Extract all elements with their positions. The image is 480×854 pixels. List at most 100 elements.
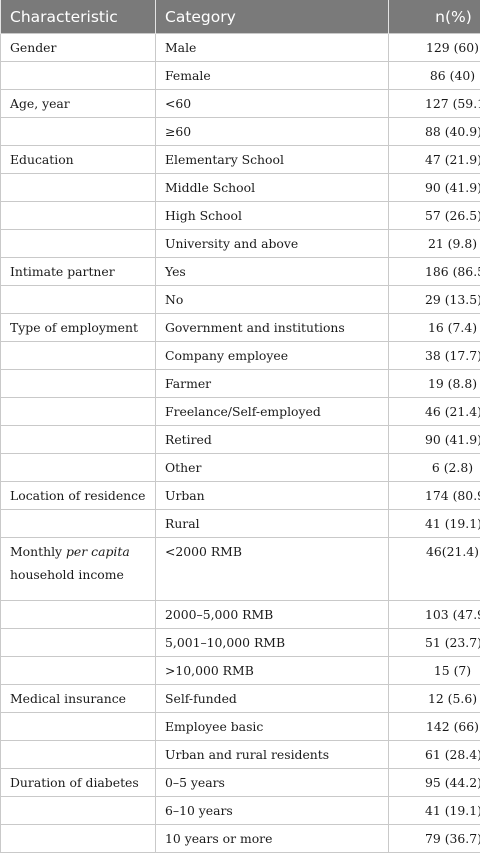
table-row: Education Elementary School 47 (21.9) [0, 145, 480, 174]
characteristic-cell [0, 341, 156, 370]
table-row: Duration of diabetes 0–5 years 95 (44.2) [0, 768, 480, 797]
characteristic-cell [0, 509, 156, 538]
table-row: Company employee 38 (17.7) [0, 341, 480, 370]
characteristic-cell: Type of employment [0, 313, 156, 342]
table-row: Location of residence Urban 174 (80.9) [0, 481, 480, 510]
characteristic-cell: Location of residence [0, 481, 156, 510]
category-cell: Elementary School [155, 145, 389, 174]
table-row: High School 57 (26.5) [0, 201, 480, 230]
value-cell: 16 (7.4) [388, 313, 480, 342]
category-cell: Retired [155, 425, 389, 454]
table-row: 10 years or more 79 (36.7) [0, 824, 480, 853]
characteristic-cell [0, 397, 156, 426]
table-row: Medical insurance Self-funded 12 (5.6) [0, 684, 480, 713]
header-category: Category [155, 0, 389, 34]
category-cell: 0–5 years [155, 768, 389, 797]
characteristic-text-post: household income [10, 567, 124, 582]
value-cell: 95 (44.2) [388, 768, 480, 797]
table-row: Middle School 90 (41.9) [0, 173, 480, 202]
category-cell: 2000–5,000 RMB [155, 600, 389, 629]
table-row: Retired 90 (41.9) [0, 425, 480, 454]
value-cell: 90 (41.9) [388, 173, 480, 202]
characteristic-cell: Age, year [0, 89, 156, 118]
characteristic-cell [0, 425, 156, 454]
category-cell: 6–10 years [155, 796, 389, 825]
characteristic-cell [0, 824, 156, 853]
table-row: Age, year <60 127 (59.1) [0, 89, 480, 118]
value-cell: 51 (23.7) [388, 628, 480, 657]
value-cell: 142 (66) [388, 712, 480, 741]
category-cell: Farmer [155, 369, 389, 398]
value-cell: 86 (40) [388, 61, 480, 90]
category-cell: 5,001–10,000 RMB [155, 628, 389, 657]
value-cell: 41 (19.1) [388, 796, 480, 825]
category-cell: Other [155, 453, 389, 482]
category-cell: <60 [155, 89, 389, 118]
characteristic-cell: Monthly per capita household income [0, 537, 156, 601]
category-cell: Urban and rural residents [155, 740, 389, 769]
category-cell: High School [155, 201, 389, 230]
table-row: >10,000 RMB 15 (7) [0, 656, 480, 685]
table-row: Female 86 (40) [0, 61, 480, 90]
table-row: Farmer 19 (8.8) [0, 369, 480, 398]
table-row: Rural 41 (19.1) [0, 509, 480, 538]
value-cell: 57 (26.5) [388, 201, 480, 230]
category-cell: ≥60 [155, 117, 389, 146]
table-row: ≥60 88 (40.9) [0, 117, 480, 146]
characteristic-cell [0, 285, 156, 314]
category-cell: Female [155, 61, 389, 90]
characteristic-cell [0, 796, 156, 825]
category-cell: University and above [155, 229, 389, 258]
value-cell: 88 (40.9) [388, 117, 480, 146]
characteristic-cell: Gender [0, 33, 156, 62]
category-cell: Freelance/Self-employed [155, 397, 389, 426]
table-row: No 29 (13.5) [0, 285, 480, 314]
table-row: Other 6 (2.8) [0, 453, 480, 482]
characteristic-cell: Medical insurance [0, 684, 156, 713]
value-cell: 46(21.4) [388, 537, 480, 601]
characteristic-cell [0, 173, 156, 202]
category-cell: Male [155, 33, 389, 62]
value-cell: 15 (7) [388, 656, 480, 685]
characteristic-cell [0, 229, 156, 258]
table-row: 6–10 years 41 (19.1) [0, 796, 480, 825]
table-row: Intimate partner Yes 186 (86.5) [0, 257, 480, 286]
value-cell: 41 (19.1) [388, 509, 480, 538]
table-row: Type of employment Government and instit… [0, 313, 480, 342]
category-cell: No [155, 285, 389, 314]
category-cell: >10,000 RMB [155, 656, 389, 685]
table-header: Characteristic Category n(%) [0, 0, 480, 34]
table-row: Urban and rural residents 61 (28.4) [0, 740, 480, 769]
category-cell: Urban [155, 481, 389, 510]
category-cell: Middle School [155, 173, 389, 202]
table-row: 5,001–10,000 RMB 51 (23.7) [0, 628, 480, 657]
value-cell: 186 (86.5) [388, 257, 480, 286]
header-row: Characteristic Category n(%) [0, 0, 480, 34]
characteristic-cell [0, 628, 156, 657]
characteristic-cell [0, 201, 156, 230]
category-cell: Yes [155, 257, 389, 286]
category-cell: Company employee [155, 341, 389, 370]
characteristic-cell [0, 369, 156, 398]
value-cell: 38 (17.7) [388, 341, 480, 370]
category-cell: Rural [155, 509, 389, 538]
header-characteristic: Characteristic [0, 0, 156, 34]
value-cell: 6 (2.8) [388, 453, 480, 482]
table-row: Employee basic 142 (66) [0, 712, 480, 741]
characteristic-cell [0, 117, 156, 146]
value-cell: 174 (80.9) [388, 481, 480, 510]
table-row: Monthly per capita household income <200… [0, 537, 480, 601]
value-cell: 46 (21.4) [388, 397, 480, 426]
value-cell: 21 (9.8) [388, 229, 480, 258]
characteristic-text-italic: per capita [66, 544, 130, 559]
characteristic-cell: Education [0, 145, 156, 174]
value-cell: 79 (36.7) [388, 824, 480, 853]
table-body: Gender Male 129 (60) Female 86 (40) Age,… [0, 33, 480, 853]
characteristic-cell [0, 740, 156, 769]
characteristic-text-pre: Monthly [10, 544, 66, 559]
table-row: Freelance/Self-employed 46 (21.4) [0, 397, 480, 426]
header-n-percent: n(%) [388, 0, 480, 34]
table-row: 2000–5,000 RMB 103 (47.9) [0, 600, 480, 629]
category-cell: Self-funded [155, 684, 389, 713]
